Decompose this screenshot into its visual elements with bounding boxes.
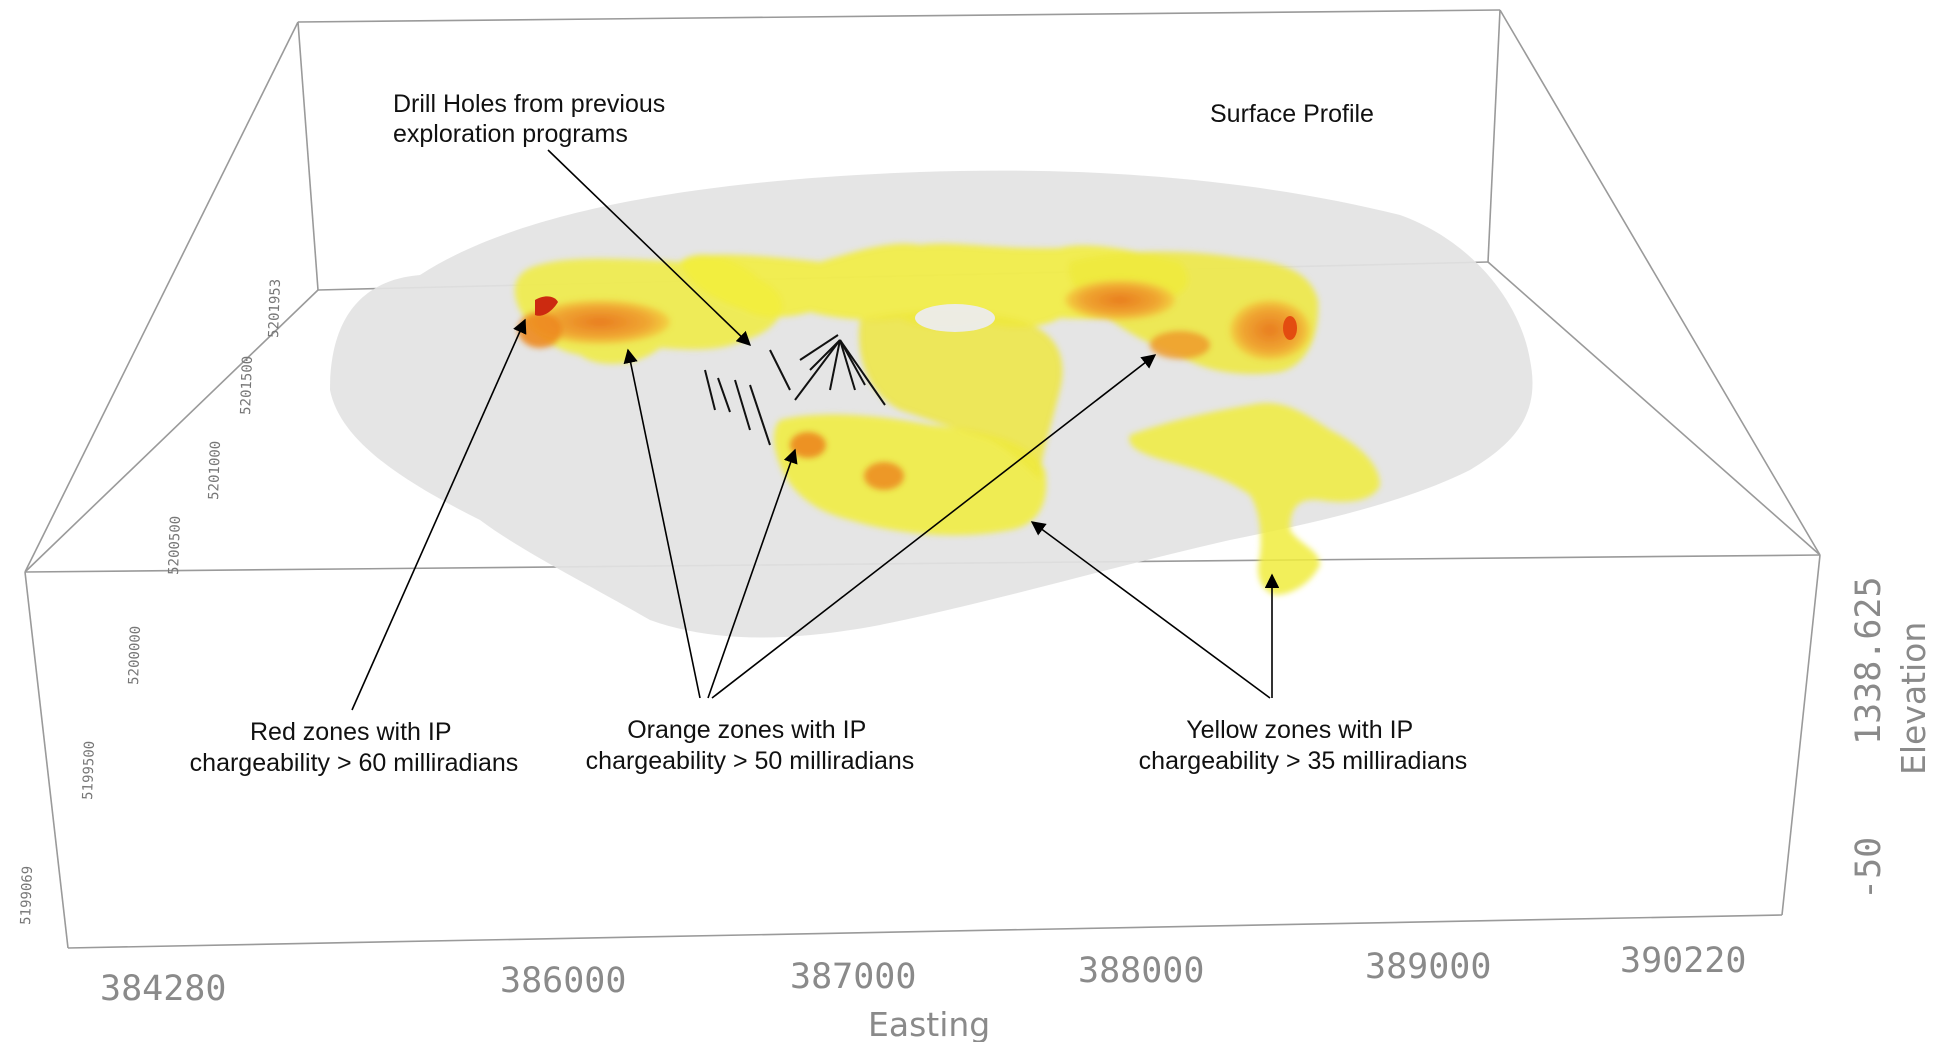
yellow-body-south-lobe [774,414,1047,536]
northing-tick-1: 5199500 [80,741,98,801]
orange-body-4 [864,462,904,490]
easting-tick-2: 387000 [790,957,916,997]
northing-tick-5: 5201500 [238,356,256,416]
northing-tick-3: 5200500 [166,516,184,576]
elevation-tick-top: 1338.625 [1849,576,1889,745]
orange-body-1 [530,300,670,344]
orange-body-7 [1150,331,1210,359]
easting-axis-title: Easting [868,1005,990,1042]
orange-body-5 [1065,280,1175,320]
elevation-axis: 1338.625 -50 Elevation [1849,576,1933,900]
leader-lines [351,149,1280,711]
yellow-zones-label: Yellow zones with IP chargeability > 35 … [1139,716,1468,775]
northing-tick-6: 5201953 [266,279,284,339]
yellow-body-southeast [1129,402,1380,595]
orange-body-2 [518,312,562,348]
yellow-body-central-ridge [680,243,1189,328]
surface-profile-label: Surface Profile [1210,100,1374,128]
drill-holes [704,334,886,446]
northing-tick-2: 5200000 [126,626,144,686]
orange-zones-label: Orange zones with IP chargeability > 50 … [586,716,915,775]
orange-body-3 [790,432,826,458]
orange-zones-label-line-1: Orange zones with IP [627,716,866,744]
red-zones-bodies [535,296,1297,340]
yellow-zones-label-line-2: chargeability > 35 milliradians [1139,747,1468,775]
orange-zones-bodies [518,280,1310,490]
leader-orange-3 [711,354,1157,699]
easting-tick-0: 384280 [100,969,226,1009]
easting-tick-4: 389000 [1365,947,1491,987]
easting-axis: 384280 386000 387000 388000 389000 39022… [100,941,1746,1042]
northing-tick-0: 5199069 [18,866,36,926]
red-zones-label: Red zones with IP chargeability > 60 mil… [190,718,519,777]
easting-tick-5: 390220 [1620,941,1746,981]
drill-holes-label-line-2: exploration programs [393,120,628,148]
yellow-zones-label-line-1: Yellow zones with IP [1186,716,1413,744]
red-body-1 [535,296,558,316]
leader-orange-1 [623,348,701,699]
elevation-tick-bottom: -50 [1849,837,1889,900]
orange-zones-label-line-2: chargeability > 50 milliradians [586,747,915,775]
leader-drill-holes [547,149,752,347]
leader-yellow-1 [1030,521,1271,699]
easting-tick-1: 386000 [500,961,626,1001]
surface-window [915,304,995,332]
northing-axis: 5199069 5199500 5200000 5200500 5201000 … [18,279,284,926]
leader-red-zone [351,318,527,711]
orange-body-6 [1230,300,1310,360]
elevation-axis-title: Elevation [1894,622,1933,775]
easting-tick-3: 388000 [1078,951,1204,991]
red-zones-label-line-1: Red zones with IP [250,718,451,746]
yellow-body-central-arch [859,311,1063,480]
red-body-2 [1283,316,1297,340]
leader-orange-2 [707,448,798,699]
drill-holes-label-line-1: Drill Holes from previous [393,90,665,118]
red-zones-label-line-2: chargeability > 60 milliradians [190,749,519,777]
northing-tick-4: 5201000 [206,441,224,501]
drill-holes-label: Drill Holes from previous exploration pr… [393,90,672,148]
